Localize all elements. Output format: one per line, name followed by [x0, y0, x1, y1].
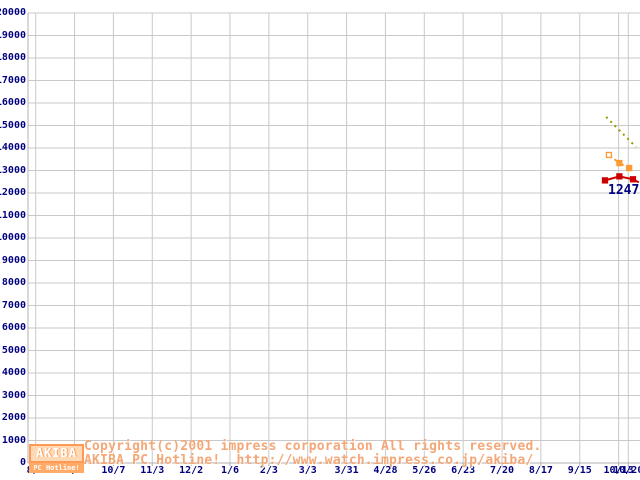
x-axis-label: 8/17	[528, 465, 553, 476]
x-axis-label: 12/2	[179, 465, 204, 476]
site-url-text: AKIBA PC Hotline! http://www.watch.impre…	[84, 453, 534, 468]
y-axis-label: 0	[19, 457, 26, 468]
copyright-text: Copyright(c)2001 impress corporation All…	[84, 439, 542, 454]
x-axis-label: 1/6	[220, 465, 240, 476]
x-axis-label: 7/20	[489, 465, 515, 476]
x-axis-label: 2/3	[259, 465, 278, 476]
y-axis-label: 15000	[0, 119, 26, 131]
y-axis-label: 16000	[0, 97, 26, 108]
x-axis-label: 5/26	[412, 465, 437, 476]
x-axis-label: 3/3	[298, 465, 317, 476]
y-axis-label: 20000	[0, 7, 26, 18]
y-axis-label: 13000	[0, 164, 26, 176]
y-axis-label: 8000	[1, 277, 26, 288]
akiba-pc-hotline-logo: AKIBA PC Hotline!	[29, 444, 84, 473]
x-axis-label: 4/28	[373, 465, 398, 476]
x-axis-label: 6/23	[451, 465, 476, 476]
x-axis-label: 11/3	[140, 465, 165, 476]
x-axis-label: 10/7	[101, 465, 126, 476]
y-axis-label: 12000	[0, 187, 26, 198]
y-axis-label: 2000	[1, 412, 26, 423]
x-axis-label: 3/31	[334, 465, 359, 476]
x-axis-label: 9/15	[567, 465, 592, 476]
y-axis-label: 4000	[1, 367, 26, 378]
logo-pc-hotline-text: PC Hotline!	[29, 463, 84, 473]
y-axis-label: 14000	[0, 142, 26, 153]
y-axis-label: 17000	[0, 74, 26, 86]
y-axis-label: 11000	[0, 209, 26, 221]
y-axis-label: 10000	[0, 232, 26, 243]
y-axis-label: 5000	[1, 344, 26, 356]
y-axis-label: 6000	[1, 322, 26, 333]
y-axis-label: 3000	[1, 389, 26, 401]
logo-akiba-text: AKIBA	[29, 444, 84, 463]
x-axis-label: 10/13	[603, 465, 634, 476]
y-axis-label: 1000	[1, 434, 26, 446]
y-axis-label: 18000	[0, 52, 26, 63]
x-axis-label: 10/20	[613, 465, 640, 476]
y-axis-label: 9000	[1, 254, 26, 266]
y-axis-label: 7000	[1, 299, 26, 311]
y-axis-label: 19000	[0, 29, 26, 41]
latest-price-label: 12470	[608, 183, 640, 198]
